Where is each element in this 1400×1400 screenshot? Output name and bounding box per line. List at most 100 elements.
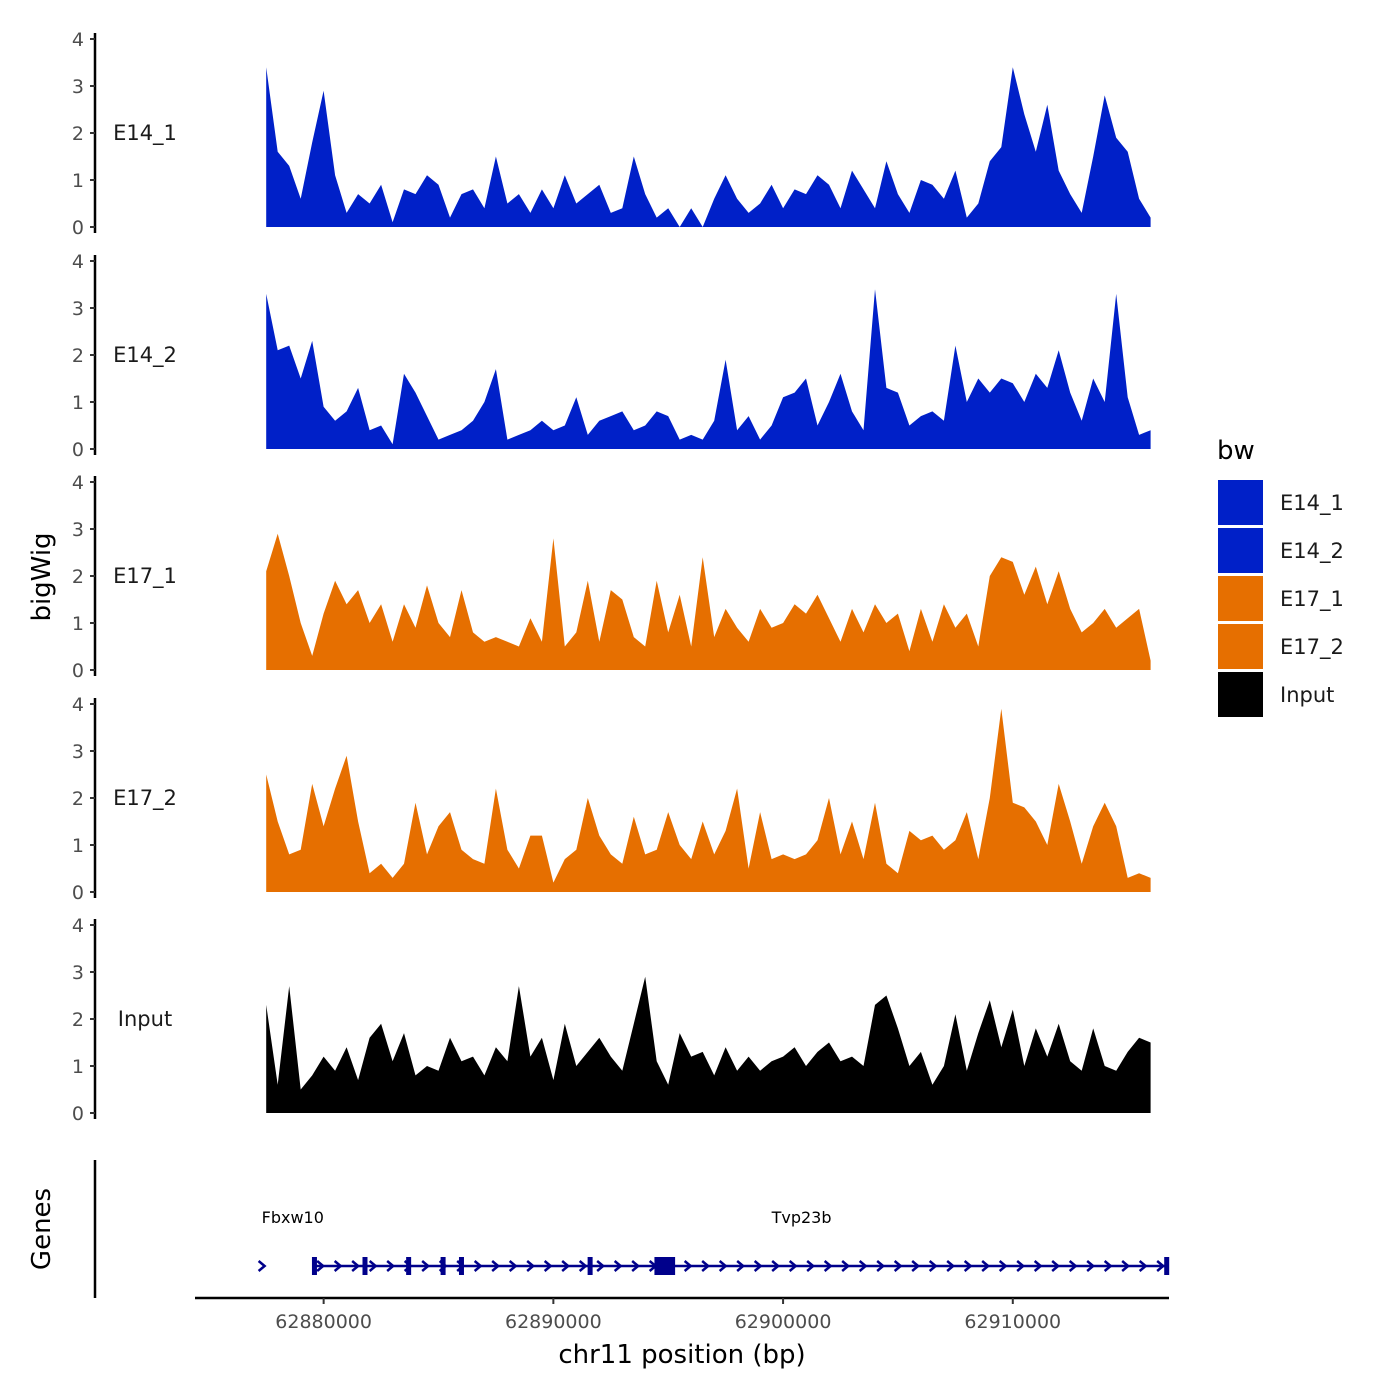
signal-tracks: 0 1 2 3 4 E14_1 0 1 2 3 4 E14_2 0 1 2 3 4 E17_1 0 1 2 3 4 E17_2…	[72, 29, 1151, 1125]
strand-chevron	[736, 1260, 746, 1272]
strand-chevron	[718, 1260, 728, 1272]
y-tick-label: 2	[72, 788, 84, 810]
y-tick-label: 0	[72, 1103, 84, 1125]
y-tick-label: 2	[72, 123, 84, 145]
area-E17_1	[266, 533, 1151, 670]
area-E14_1	[266, 67, 1151, 227]
y-tick-label: 3	[72, 298, 84, 320]
legend-label-E17_2: E17_2	[1280, 635, 1344, 660]
y-tick-label: 1	[72, 835, 84, 857]
strand-chevron	[771, 1260, 781, 1272]
strand-chevron	[473, 1260, 483, 1272]
y-tick-label: 0	[72, 217, 84, 239]
strand-chevron	[421, 1260, 431, 1272]
legend-swatch-E14_1	[1218, 480, 1263, 525]
track-label-Input: Input	[118, 1007, 172, 1031]
strand-chevron	[841, 1260, 851, 1272]
legend-label-Input: Input	[1280, 683, 1334, 707]
strand-chevron	[1086, 1260, 1096, 1272]
legend-label-E17_1: E17_1	[1280, 587, 1344, 612]
track-label-E17_1: E17_1	[113, 564, 177, 589]
x-tick-label: 62900000	[735, 1311, 832, 1333]
gene-exon	[406, 1257, 412, 1275]
y-tick-label: 1	[72, 170, 84, 192]
x-tick-label: 62890000	[505, 1311, 602, 1333]
legend-swatch-Input	[1218, 672, 1263, 717]
strand-chevron	[316, 1260, 326, 1272]
strand-chevron	[683, 1260, 693, 1272]
y-tick-label: 3	[72, 519, 84, 541]
gene-exon	[362, 1257, 368, 1275]
y-tick-label: 3	[72, 962, 84, 984]
legend-swatch-E14_2	[1218, 528, 1263, 573]
gene-exon	[311, 1257, 317, 1275]
genes-panel-title: Genes	[27, 1188, 57, 1270]
gene-exon	[458, 1257, 464, 1275]
y-tick-label: 4	[72, 251, 84, 273]
y-tick-label: 2	[72, 345, 84, 367]
y-tick-label: 3	[72, 741, 84, 763]
strand-chevron	[561, 1260, 571, 1272]
strand-chevron	[1138, 1260, 1148, 1272]
gene-exon-large	[654, 1257, 676, 1275]
y-tick-label: 4	[72, 694, 84, 716]
strand-chevron	[368, 1260, 378, 1272]
track-E17_1: 0 1 2 3 4 E17_1	[72, 472, 1151, 682]
track-label-E14_2: E14_2	[113, 343, 177, 368]
legend-label-E14_2: E14_2	[1280, 539, 1344, 564]
y-tick-label: 2	[72, 566, 84, 588]
strand-chevron	[823, 1260, 833, 1272]
strand-chevron	[911, 1260, 921, 1272]
strand-chevron	[596, 1260, 606, 1272]
legend-swatch-E17_2	[1218, 624, 1263, 669]
gene-label-Tvp23b: Tvp23b	[771, 1208, 832, 1227]
strand-chevron	[508, 1260, 518, 1272]
track-E17_2: 0 1 2 3 4 E17_2	[72, 694, 1151, 904]
y-tick-label: 1	[72, 613, 84, 635]
strand-chevron	[257, 1260, 267, 1272]
strand-chevron	[491, 1260, 501, 1272]
strand-chevron	[893, 1260, 903, 1272]
x-tick-label: 62910000	[964, 1311, 1061, 1333]
area-Input	[266, 976, 1151, 1113]
y-tick-label: 4	[72, 915, 84, 937]
track-Input: 0 1 2 3 4 Input	[72, 915, 1151, 1125]
strand-chevron	[928, 1260, 938, 1272]
strand-chevron	[858, 1260, 868, 1272]
strand-chevron	[788, 1260, 798, 1272]
track-label-E14_1: E14_1	[113, 121, 177, 146]
legend-swatch-E17_1	[1218, 576, 1263, 621]
strand-chevron	[578, 1260, 588, 1272]
track-label-E17_2: E17_2	[113, 786, 177, 811]
strand-chevron	[1016, 1260, 1026, 1272]
strand-chevron	[981, 1260, 991, 1272]
strand-chevron	[876, 1260, 886, 1272]
x-tick-label: 62880000	[275, 1311, 372, 1333]
gene-label-Fbxw10: Fbxw10	[262, 1208, 324, 1227]
area-E14_2	[266, 289, 1151, 449]
x-axis: 62880000 62890000 62900000 62910000	[195, 1296, 1169, 1333]
strand-chevron	[753, 1260, 763, 1272]
y-tick-label: 4	[72, 29, 84, 51]
strand-chevron	[1156, 1260, 1166, 1272]
track-E14_2: 0 1 2 3 4 E14_2	[72, 251, 1151, 461]
strand-chevron	[1051, 1260, 1061, 1272]
strand-chevron	[631, 1260, 641, 1272]
legend-label-E14_1: E14_1	[1280, 491, 1344, 516]
legend-title: bw	[1217, 436, 1255, 466]
gene-exon	[587, 1257, 593, 1275]
y-tick-label: 4	[72, 472, 84, 494]
y-tick-label: 0	[72, 882, 84, 904]
strand-chevron	[701, 1260, 711, 1272]
y-tick-label: 0	[72, 439, 84, 461]
strand-chevron	[543, 1260, 553, 1272]
strand-chevron	[526, 1260, 536, 1272]
legend: bw E14_1 E14_2 E17_1 E17_2 Input	[1217, 436, 1344, 717]
y-tick-label: 1	[72, 1056, 84, 1078]
gene-exon	[440, 1257, 446, 1275]
y-tick-label: 2	[72, 1009, 84, 1031]
strand-chevron	[1033, 1260, 1043, 1272]
strand-chevron	[963, 1260, 973, 1272]
strand-chevron	[1121, 1260, 1131, 1272]
y-tick-label: 1	[72, 392, 84, 414]
